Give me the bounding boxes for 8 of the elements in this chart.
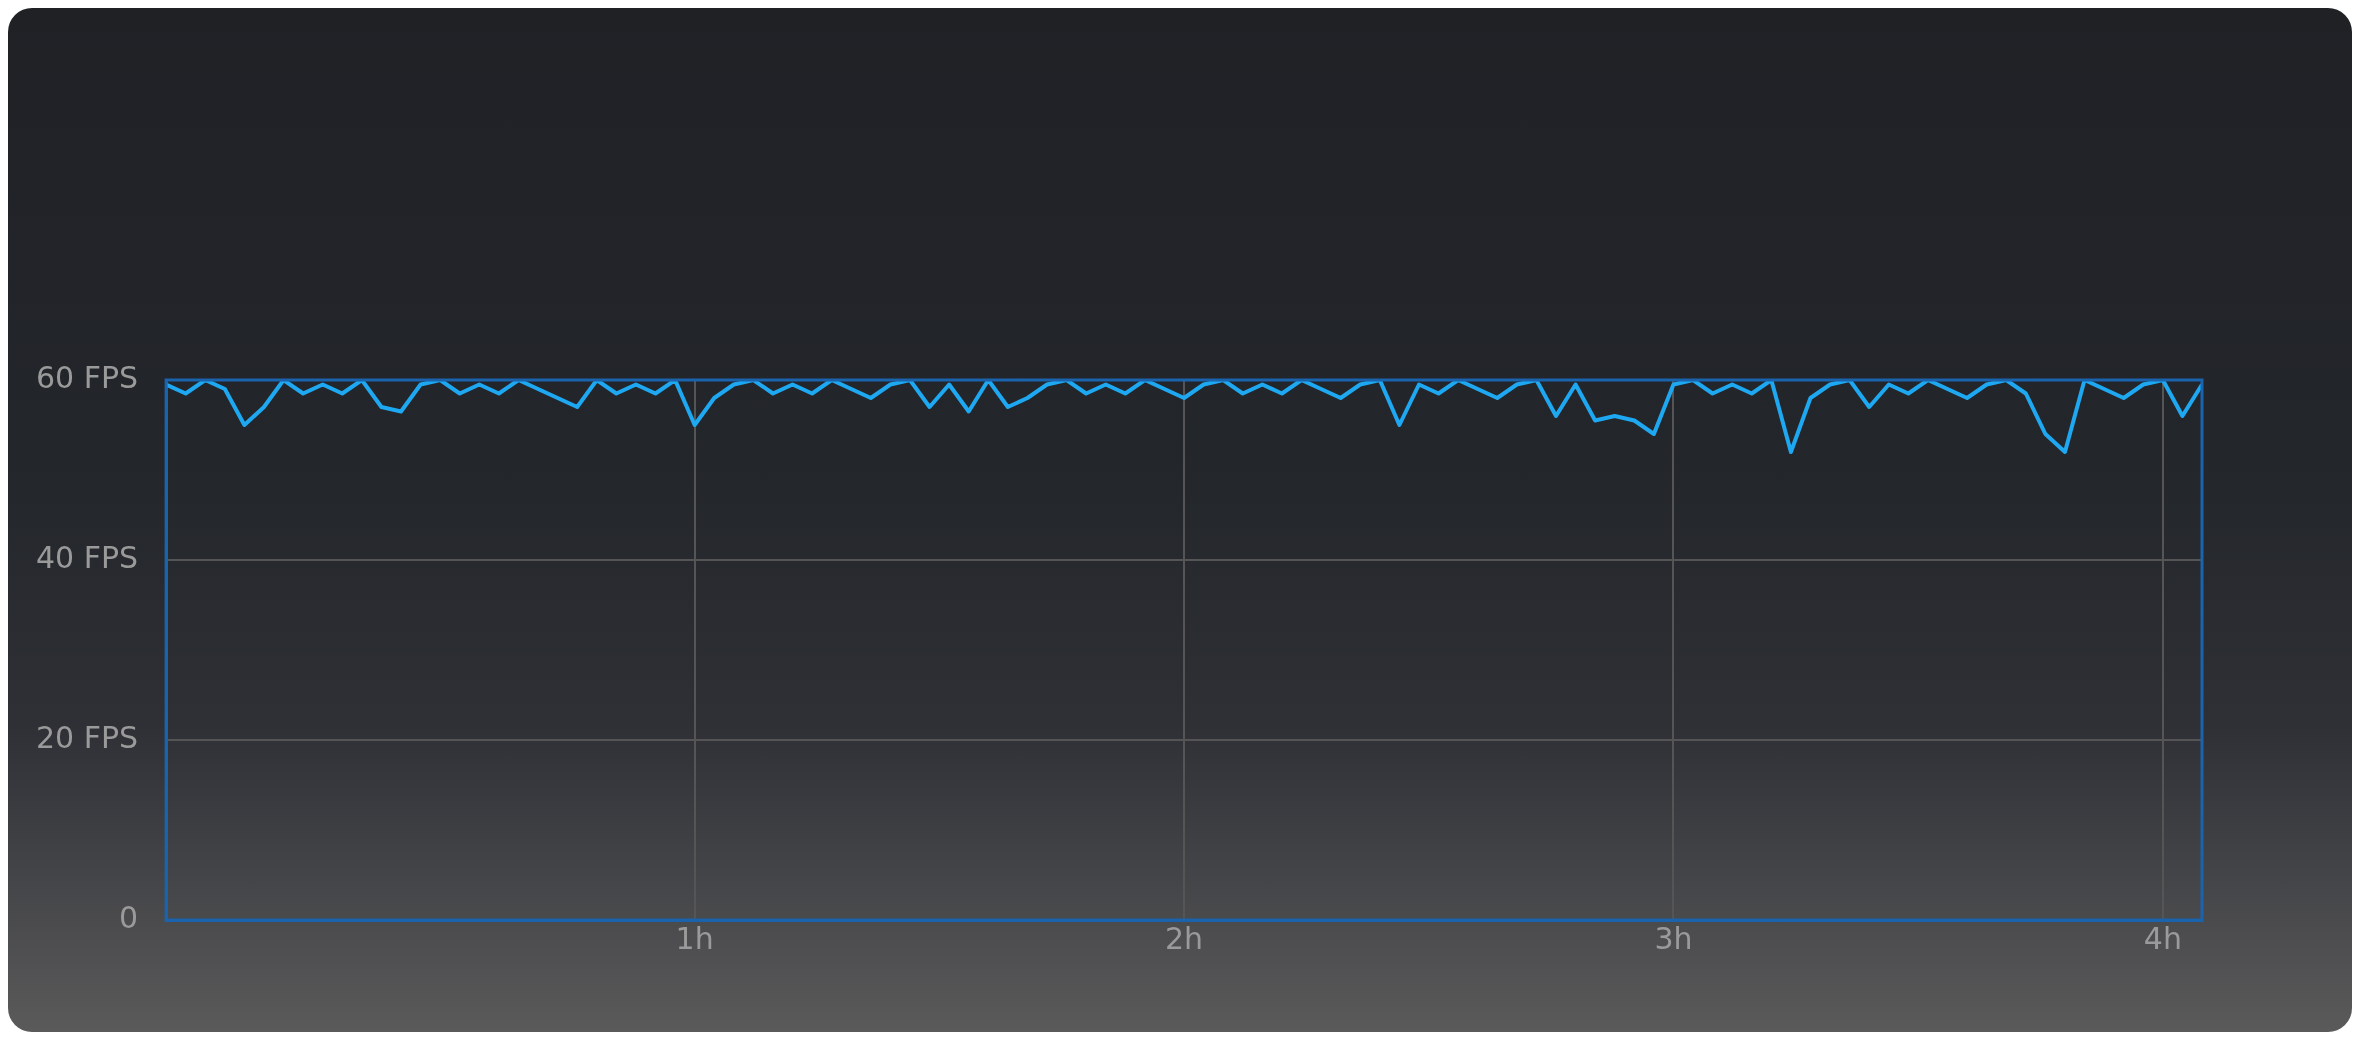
x-tick-label: 3h [1654, 920, 1693, 956]
y-tick-label: 60 FPS [35, 359, 139, 395]
y-tick-label: 20 FPS [35, 719, 139, 755]
x-tick-label: 1h [675, 920, 714, 956]
y-tick-label: 0 [119, 899, 139, 935]
x-tick-label: 2h [1165, 920, 1204, 956]
y-tick-label: 40 FPS [35, 539, 139, 575]
x-tick-label: 4h [2143, 920, 2182, 956]
